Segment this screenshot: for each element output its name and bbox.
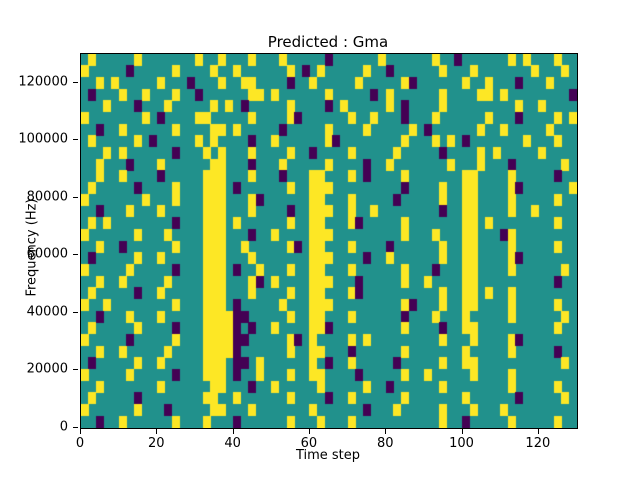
y-tick-label: 100000	[18, 131, 68, 147]
y-axis-label: Frequency (Hz)	[24, 198, 40, 297]
x-tick-mark	[232, 429, 234, 434]
x-tick-mark	[308, 429, 310, 434]
x-tick-label: 120	[525, 436, 551, 451]
x-tick-label: 80	[376, 436, 394, 451]
y-tick-mark	[73, 311, 78, 313]
y-tick-mark	[73, 139, 78, 141]
x-tick-label: 60	[300, 436, 318, 451]
y-tick-label: 20000	[26, 361, 68, 377]
x-tick-mark	[537, 429, 539, 434]
plot-area	[80, 53, 578, 429]
y-tick-mark	[73, 254, 78, 256]
x-axis-label: Time step	[295, 448, 361, 463]
x-tick-mark	[385, 429, 387, 434]
x-tick-mark	[461, 429, 463, 434]
y-tick-label: 120000	[18, 74, 68, 90]
x-tick-label: 40	[224, 436, 241, 451]
y-tick-mark	[73, 369, 78, 371]
y-tick-label: 40000	[26, 304, 68, 320]
heatmap-canvas	[81, 54, 577, 428]
chart-title: Predicted : Gma	[267, 33, 389, 51]
y-tick-label: 60000	[26, 246, 68, 262]
x-tick-label: 20	[148, 436, 165, 451]
x-tick-mark	[156, 429, 158, 434]
y-tick-mark	[73, 81, 78, 83]
y-tick-mark	[73, 427, 78, 428]
y-tick-mark	[73, 196, 78, 198]
x-tick-label: 0	[75, 436, 85, 451]
y-tick-label: 80000	[26, 189, 68, 205]
x-tick-mark	[80, 429, 81, 434]
y-tick-label: 0	[59, 419, 68, 435]
x-tick-label: 100	[449, 436, 474, 451]
